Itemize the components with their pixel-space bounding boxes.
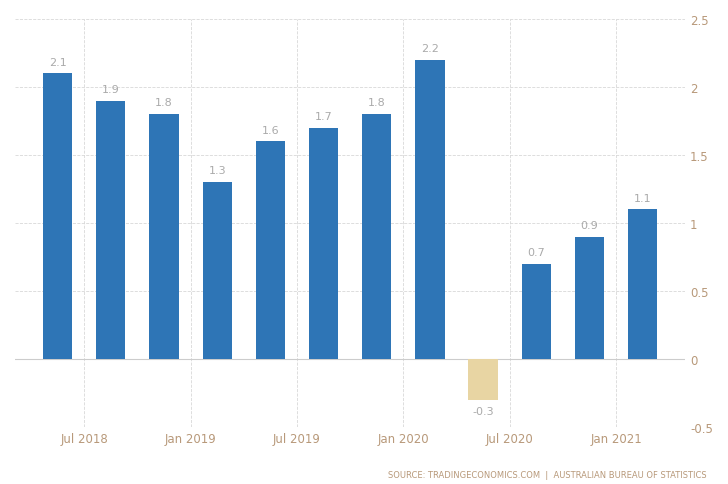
Text: 0.7: 0.7: [528, 247, 545, 257]
Bar: [256, 142, 285, 359]
Text: 2.2: 2.2: [421, 44, 439, 54]
Text: SOURCE: TRADINGECONOMICS.COM  |  AUSTRALIAN BUREAU OF STATISTICS: SOURCE: TRADINGECONOMICS.COM | AUSTRALIA…: [387, 470, 706, 479]
Bar: [628, 210, 657, 359]
Bar: [96, 101, 125, 359]
Bar: [309, 129, 339, 359]
Bar: [362, 115, 392, 359]
Text: 1.8: 1.8: [155, 98, 173, 108]
Bar: [415, 60, 445, 359]
Text: 1.7: 1.7: [314, 112, 333, 121]
Text: 1.1: 1.1: [634, 193, 652, 203]
Bar: [43, 74, 72, 359]
Text: 1.6: 1.6: [261, 125, 279, 136]
Bar: [575, 237, 604, 359]
Text: 1.9: 1.9: [102, 85, 119, 94]
Bar: [522, 264, 551, 359]
Bar: [149, 115, 178, 359]
Text: 2.1: 2.1: [49, 58, 66, 67]
Bar: [469, 359, 498, 400]
Text: -0.3: -0.3: [472, 407, 494, 417]
Text: 1.8: 1.8: [368, 98, 386, 108]
Bar: [202, 183, 232, 359]
Text: 1.3: 1.3: [208, 166, 226, 176]
Text: 0.9: 0.9: [581, 220, 598, 230]
